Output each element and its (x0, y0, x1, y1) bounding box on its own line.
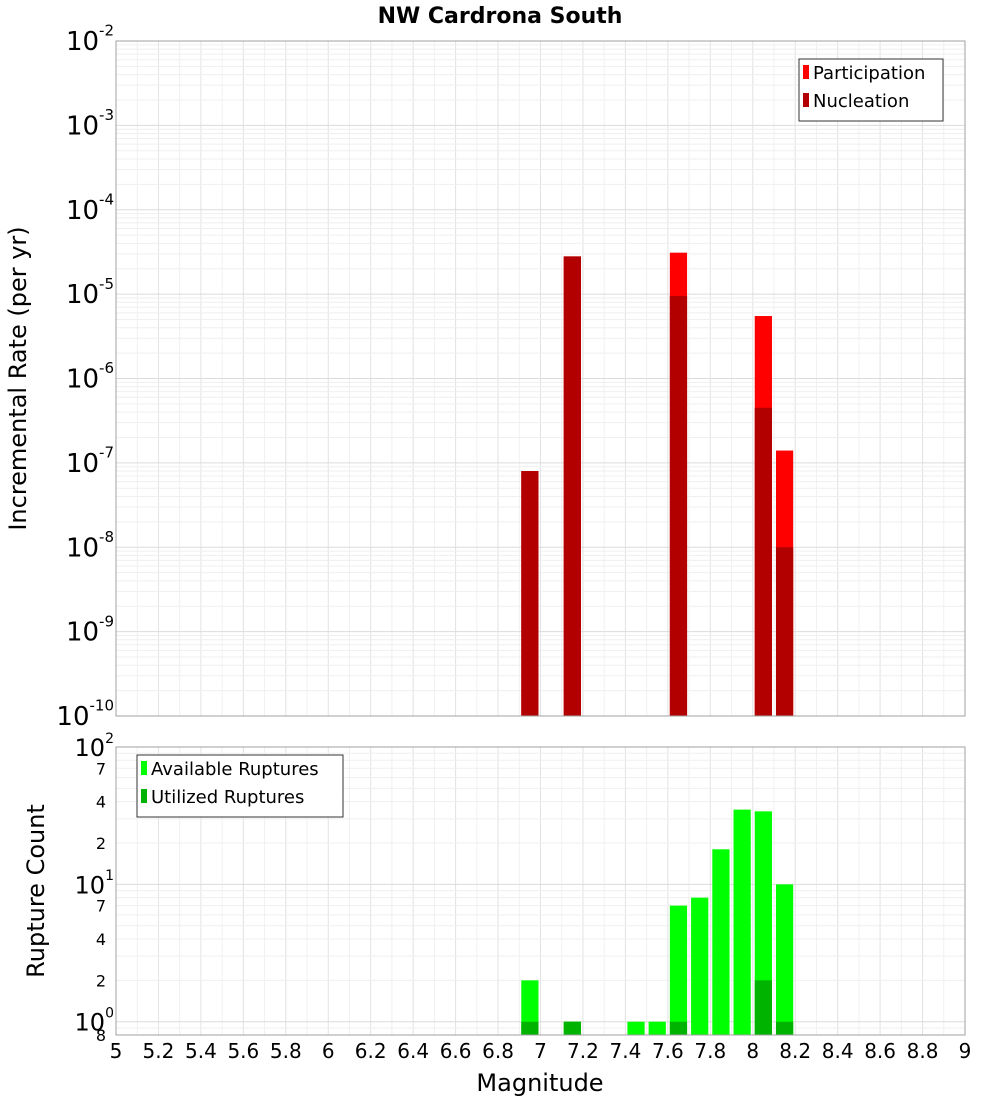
x-tick-label: 6.6 (440, 1039, 472, 1063)
x-tick-label: 5.6 (227, 1039, 259, 1063)
bar-utilized-ruptures (775, 1021, 794, 1035)
bar-available-ruptures (691, 897, 709, 1035)
y-tick-label: 7 (96, 759, 106, 778)
x-tick-label: 7.6 (652, 1039, 684, 1063)
y-tick-label: 102 (75, 731, 114, 762)
y-tick-label: 2 (96, 834, 106, 853)
y-tick-label: 8 (96, 1026, 106, 1045)
y-tick-label: 2 (96, 971, 106, 990)
x-tick-label: 5.2 (143, 1039, 175, 1063)
y-tick-label: 4 (96, 793, 106, 812)
bar-utilized-ruptures (563, 1021, 581, 1035)
bar-utilized-ruptures (754, 980, 772, 1035)
bar-available-ruptures (712, 849, 730, 1035)
y-tick-label: 10-2 (66, 22, 114, 57)
y-tick-label: 101 (75, 868, 114, 899)
x-tick-label: 5.4 (185, 1039, 217, 1063)
x-tick-label: 9 (959, 1039, 972, 1063)
y-tick-label: 10-3 (66, 106, 114, 141)
bar-nucleation (775, 547, 794, 716)
y-tick-label: 10-4 (66, 190, 114, 225)
bar-utilized-ruptures (669, 1021, 688, 1035)
legend-swatch (141, 761, 147, 775)
bar-available-ruptures (627, 1021, 645, 1035)
bar-nucleation (521, 471, 539, 716)
x-tick-label: 6.2 (355, 1039, 387, 1063)
x-tick-label: 5.8 (270, 1039, 302, 1063)
legend-label: Nucleation (813, 91, 909, 112)
x-tick-label: 6 (322, 1039, 335, 1063)
chart-title: NW Cardrona South (378, 4, 623, 29)
plot-frame (115, 40, 966, 717)
x-tick-label: 7.2 (567, 1039, 599, 1063)
bar-available-ruptures (775, 884, 794, 1035)
bar-available-ruptures (521, 980, 539, 1035)
x-tick-label: 7 (534, 1039, 547, 1063)
bar-available-ruptures (733, 809, 751, 1035)
x-tick-label: 7.4 (609, 1039, 641, 1063)
legend-label: Utilized Ruptures (151, 787, 304, 808)
legend-label: Participation (813, 63, 925, 84)
y-tick-label: 10-8 (66, 528, 114, 563)
x-tick-label: 8 (746, 1039, 759, 1063)
y-tick-label: 100 (75, 1005, 114, 1036)
x-tick-label: 6.8 (482, 1039, 514, 1063)
bar-nucleation (563, 256, 581, 716)
x-tick-label: 8.2 (779, 1039, 811, 1063)
bar-available-ruptures (754, 811, 772, 1035)
bar-nucleation (754, 407, 772, 716)
bar-utilized-ruptures (521, 1021, 539, 1035)
x-axis: 5 5.2 5.4 5.6 5.8 6 6.2 6.4 6.6 6.8 7 7.2 7.4 7.6 7.8 8… (110, 1039, 972, 1063)
y-axis-title: Rupture Count (22, 804, 50, 978)
bar-available-ruptures (669, 905, 688, 1035)
y-tick-label: 10-10 (56, 697, 114, 732)
y-tick-label: 4 (96, 930, 106, 949)
y-axis-title: Incremental Rate (per yr) (4, 226, 32, 530)
legend-swatch (803, 93, 809, 107)
x-tick-label: 6.4 (397, 1039, 429, 1063)
x-tick-label: 8.4 (822, 1039, 854, 1063)
plot-frame (115, 746, 966, 1036)
y-tick-label: 10-6 (66, 359, 114, 394)
x-tick-label: 8.8 (907, 1039, 939, 1063)
y-tick-label: 10-9 (66, 612, 114, 647)
legend-box (798, 58, 944, 122)
x-tick-label: 8.6 (864, 1039, 896, 1063)
legend-box (136, 754, 344, 818)
x-tick-label: 5 (110, 1039, 123, 1063)
x-axis-title: Magnitude (476, 1069, 603, 1097)
bar-nucleation (669, 296, 688, 716)
legend: Participation Nucleation (798, 58, 944, 122)
legend-swatch (803, 65, 809, 79)
panel-rate: 10-10 10-9 10-8 10-7 10-6 10-5 10-4 10-3 10-2 Inc… (4, 22, 966, 732)
legend-swatch (141, 789, 147, 803)
y-tick-label: 7 (96, 897, 106, 916)
x-tick-label: 7.8 (694, 1039, 726, 1063)
y-tick-label: 10-7 (66, 444, 114, 479)
bar-available-ruptures (648, 1021, 666, 1035)
y-tick-label: 10-5 (66, 275, 114, 310)
legend-label: Available Ruptures (151, 759, 319, 780)
legend: Available Ruptures Utilized Ruptures (136, 754, 344, 818)
